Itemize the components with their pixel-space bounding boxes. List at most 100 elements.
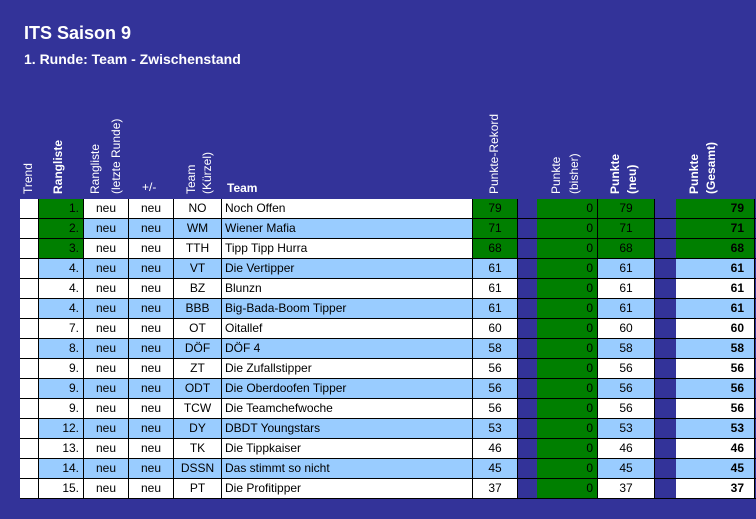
cell-bisher: 0 (537, 439, 597, 458)
cell-code: ZT (174, 359, 221, 378)
cell-gesamt: 60 (676, 319, 754, 338)
cell-neu: 61 (598, 299, 654, 318)
cell-name: Tipp Tipp Hurra (222, 239, 472, 258)
cell-pm: neu (129, 299, 173, 318)
column-divider (754, 459, 755, 479)
column-divider (83, 459, 84, 479)
cell-trend (20, 299, 38, 318)
column-divider (654, 399, 655, 419)
header-trend: Trend (21, 163, 35, 194)
column-divider (517, 359, 518, 379)
column-divider (472, 479, 473, 499)
row-divider (20, 398, 756, 399)
column-divider (472, 459, 473, 479)
cell-gesamt: 61 (676, 279, 754, 298)
row-divider (20, 378, 756, 379)
cell-neu: 60 (598, 319, 654, 338)
column-divider (754, 279, 755, 299)
column-divider (173, 439, 174, 459)
row-divider (20, 218, 756, 219)
column-divider (128, 199, 129, 219)
cell-bisher: 0 (537, 219, 597, 238)
column-divider (517, 259, 518, 279)
header-plusminus: +/- (142, 180, 157, 194)
column-divider (83, 399, 84, 419)
cell-rank: 3. (39, 239, 83, 258)
cell-code: TTH (174, 239, 221, 258)
cell-pm: neu (129, 279, 173, 298)
cell-rekord: 56 (473, 379, 517, 398)
column-divider (221, 399, 222, 419)
cell-code: BBB (174, 299, 221, 318)
table-row: 12. neu neu DY DBDT Youngstars 53 0 53 53 (20, 419, 756, 439)
column-divider (173, 339, 174, 359)
column-divider (128, 379, 129, 399)
cell-gesamt: 79 (676, 199, 754, 218)
column-divider (38, 419, 39, 439)
column-divider (38, 239, 39, 259)
cell-last: neu (84, 319, 128, 338)
column-divider (654, 199, 655, 219)
cell-trend (20, 399, 38, 418)
column-divider (472, 299, 473, 319)
cell-bisher: 0 (537, 419, 597, 438)
column-divider (472, 399, 473, 419)
column-divider (517, 439, 518, 459)
column-divider (517, 399, 518, 419)
header-rangliste-letzte: Rangliste (88, 143, 102, 194)
cell-neu: 45 (598, 459, 654, 478)
column-divider (83, 359, 84, 379)
cell-trend (20, 199, 38, 218)
table-row: 15. neu neu PT Die Profitipper 37 0 37 37 (20, 479, 756, 499)
column-divider (597, 479, 598, 499)
row-divider (20, 338, 756, 339)
cell-code: BZ (174, 279, 221, 298)
cell-pm: neu (129, 459, 173, 478)
cell-rank: 8. (39, 339, 83, 358)
row-divider (20, 278, 756, 279)
column-divider (754, 479, 755, 499)
column-divider (597, 339, 598, 359)
column-divider (128, 359, 129, 379)
cell-rekord: 61 (473, 299, 517, 318)
cell-rekord: 68 (473, 239, 517, 258)
column-divider (654, 219, 655, 239)
cell-code: PT (174, 479, 221, 498)
cell-last: neu (84, 279, 128, 298)
cell-rekord: 61 (473, 279, 517, 298)
column-divider (472, 339, 473, 359)
table-row: 7. neu neu OT Oitallef 60 0 60 60 (20, 319, 756, 339)
column-divider (754, 239, 755, 259)
column-divider (38, 359, 39, 379)
column-divider (597, 379, 598, 399)
cell-last: neu (84, 239, 128, 258)
column-divider (173, 399, 174, 419)
table-row: 3. neu neu TTH Tipp Tipp Hurra 68 0 68 68 (20, 239, 756, 259)
column-divider (173, 219, 174, 239)
column-divider (128, 279, 129, 299)
column-divider (472, 239, 473, 259)
cell-trend (20, 279, 38, 298)
column-divider (472, 439, 473, 459)
cell-pm: neu (129, 439, 173, 458)
cell-rank: 9. (39, 359, 83, 378)
column-divider (472, 219, 473, 239)
header-rangliste-letzte-sub: (letzte Runde) (109, 118, 123, 194)
column-divider (654, 459, 655, 479)
column-divider (221, 279, 222, 299)
table-row: 9. neu neu ZT Die Zufallstipper 56 0 56 56 (20, 359, 756, 379)
column-divider (472, 419, 473, 439)
row-divider (20, 498, 756, 499)
cell-bisher: 0 (537, 479, 597, 498)
cell-gesamt: 56 (676, 379, 754, 398)
column-divider (654, 479, 655, 499)
header-neu-sub: (neu) (625, 164, 639, 194)
row-divider (20, 238, 756, 239)
table-row: 4. neu neu BZ Blunzn 61 0 61 61 (20, 279, 756, 299)
column-divider (173, 479, 174, 499)
cell-trend (20, 359, 38, 378)
cell-name: Das stimmt so nicht (222, 459, 472, 478)
column-divider (83, 339, 84, 359)
column-divider (38, 259, 39, 279)
cell-bisher: 0 (537, 379, 597, 398)
